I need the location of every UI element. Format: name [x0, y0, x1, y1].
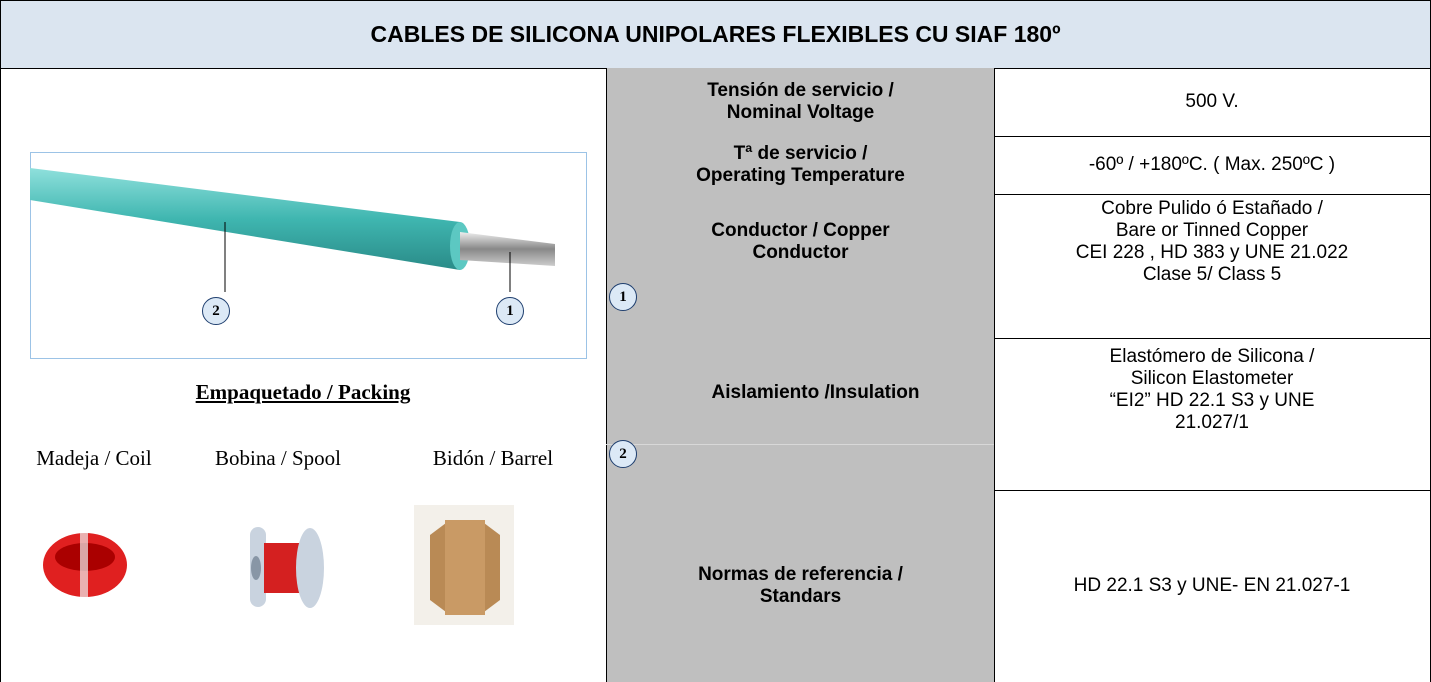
- row-value: -60º / +180ºC. ( Max. 250ºC ): [994, 136, 1431, 195]
- text-line: Cobre Pulido ó Estañado /: [1101, 198, 1323, 219]
- row-value: HD 22.1 S3 y UNE- EN 21.027-1: [994, 490, 1431, 682]
- text-line: Operating Temperature: [696, 165, 905, 186]
- row-label: Conductor / Copper Conductor: [606, 194, 995, 339]
- packing-images: [43, 505, 514, 625]
- cable-image: [30, 152, 587, 359]
- text-line: CEI 228 , HD 383 y UNE 21.022: [1075, 242, 1349, 263]
- rule: [606, 444, 994, 445]
- text-line: “EI2” HD 22.1 S3 y UNE: [1109, 390, 1315, 411]
- text-line: Conductor: [752, 242, 849, 263]
- row-value: Elastómero de Silicona / Silicon Elastome…: [994, 338, 1431, 491]
- callout: 1: [496, 297, 524, 325]
- text-line: Elastómero de Silicona /: [1109, 346, 1315, 367]
- row-label: Normas de referencia / Standars: [606, 490, 995, 682]
- callout: 1: [609, 283, 637, 311]
- row-label: Tª de servicio / Operating Temperature: [606, 136, 995, 195]
- text-line: Silicon Elastometer: [1130, 368, 1294, 389]
- text-line: Tª de servicio /: [733, 143, 868, 164]
- text-line: Aislamiento /Insulation: [711, 382, 920, 403]
- left-border: [0, 68, 1, 682]
- text-line: 500 V.: [1185, 91, 1239, 112]
- packing-item: Bidón / Barrel: [432, 446, 554, 470]
- text-line: HD 22.1 S3 y UNE- EN 21.027-1: [1073, 575, 1351, 596]
- text-line: Bare or Tinned Copper: [1115, 220, 1309, 241]
- text-line: 21.027/1: [1175, 412, 1249, 433]
- title: CABLES DE SILICONA UNIPOLARES FLEXIBLES …: [0, 0, 1431, 69]
- row-label: Aislamiento /Insulation: [606, 338, 995, 491]
- text-line: Clase 5/ Class 5: [1142, 264, 1282, 285]
- text-line: Conductor / Copper: [711, 220, 890, 241]
- text-line: Tensión de servicio /: [707, 80, 894, 101]
- callout: 2: [202, 297, 230, 325]
- packing-title: Empaquetado / Packing: [195, 380, 411, 404]
- packing-item: Bobina / Spool: [214, 446, 341, 470]
- row-label: Tensión de servicio / Nominal Voltage: [606, 68, 995, 137]
- callout: 2: [609, 440, 637, 468]
- text-line: Nominal Voltage: [726, 102, 875, 123]
- text-line: Normas de referencia /: [698, 564, 903, 585]
- text-line: -60º / +180ºC. ( Max. 250ºC ): [1088, 154, 1336, 175]
- row-value: 500 V.: [994, 68, 1431, 137]
- text-line: Standars: [759, 586, 842, 607]
- row-value: Cobre Pulido ó Estañado / Bare or Tinned …: [994, 194, 1431, 339]
- packing-item: Madeja / Coil: [36, 446, 152, 470]
